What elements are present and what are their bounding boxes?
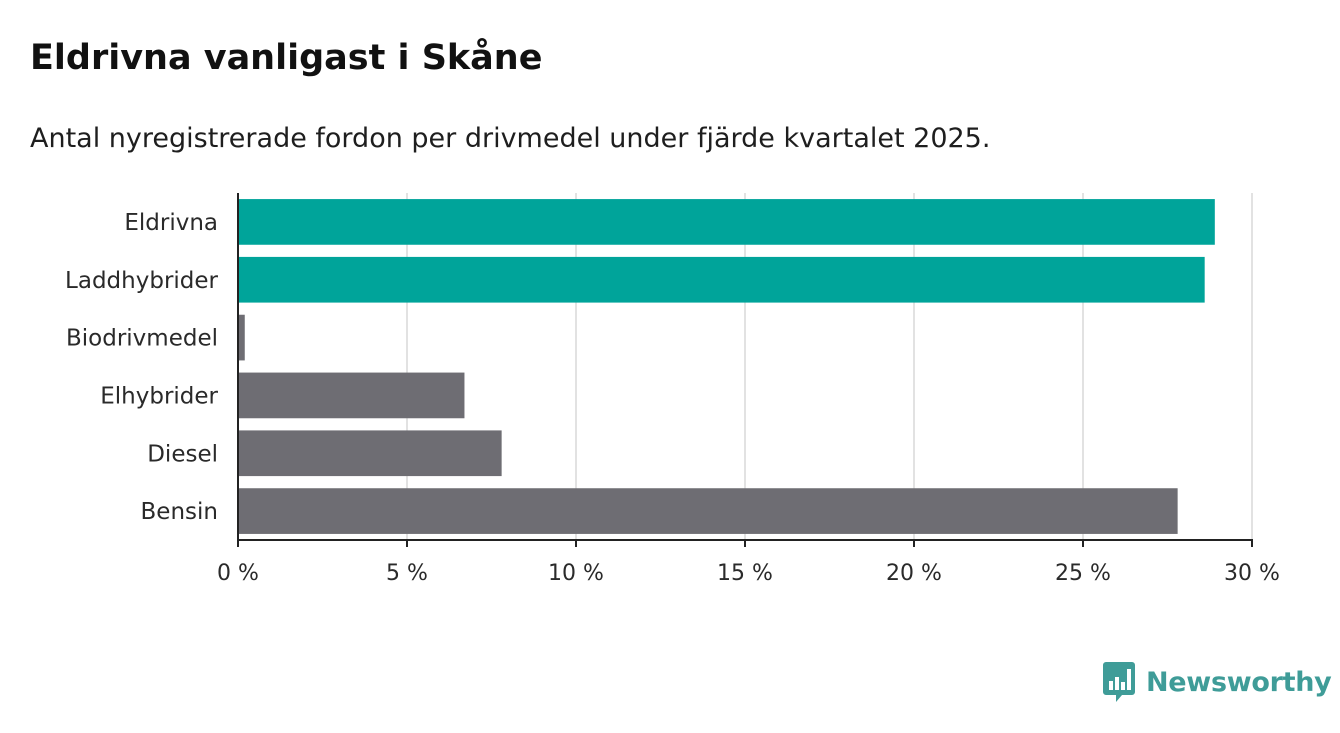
bar-eldrivna [238, 199, 1215, 245]
category-label-diesel: Diesel [147, 441, 218, 467]
tick-label-15: 15 % [717, 561, 773, 586]
category-label-biodrivmedel: Biodrivmedel [66, 326, 218, 352]
category-labels: Eldrivna Laddhybrider Biodrivmedel Elhybrid… [65, 210, 218, 525]
tick-label-10: 10 % [548, 561, 604, 586]
category-label-elhybrider: Elhybrider [100, 383, 218, 409]
bars [238, 199, 1215, 534]
brand-name: Newsworthy [1146, 666, 1332, 698]
bar-laddhybrider [238, 256, 1205, 303]
category-label-eldrivna: Eldrivna [124, 210, 218, 236]
newsworthy-chart-icon [1103, 662, 1135, 702]
axes [237, 193, 1253, 547]
bar-elhybrider [238, 372, 465, 419]
category-label-laddhybrider: Laddhybrider [65, 268, 218, 294]
chart-title: Eldrivna vanligast i Skåne [30, 38, 543, 78]
tick-label-5: 5 % [386, 561, 428, 586]
bar-bensin [238, 488, 1178, 534]
tick-label-0: 0 % [217, 561, 259, 586]
gridlines [406, 193, 1253, 540]
chart-subtitle: Antal nyregistrerade fordon per drivmede… [30, 123, 991, 154]
tick-label-25: 25 % [1055, 561, 1111, 586]
tick-labels: 0 % 5 % 10 % 15 % 20 % 25 % 30 % [217, 561, 1280, 586]
bar-biodrivmedel [238, 314, 245, 361]
bar-chart: Eldrivna Laddhybrider Biodrivmedel Elhybrid… [65, 193, 1280, 586]
bar-diesel [238, 430, 502, 477]
category-label-bensin: Bensin [141, 499, 218, 525]
tick-label-30: 30 % [1224, 561, 1280, 586]
tick-label-20: 20 % [886, 561, 942, 586]
newsworthy-logo: Newsworthy [1102, 660, 1332, 704]
